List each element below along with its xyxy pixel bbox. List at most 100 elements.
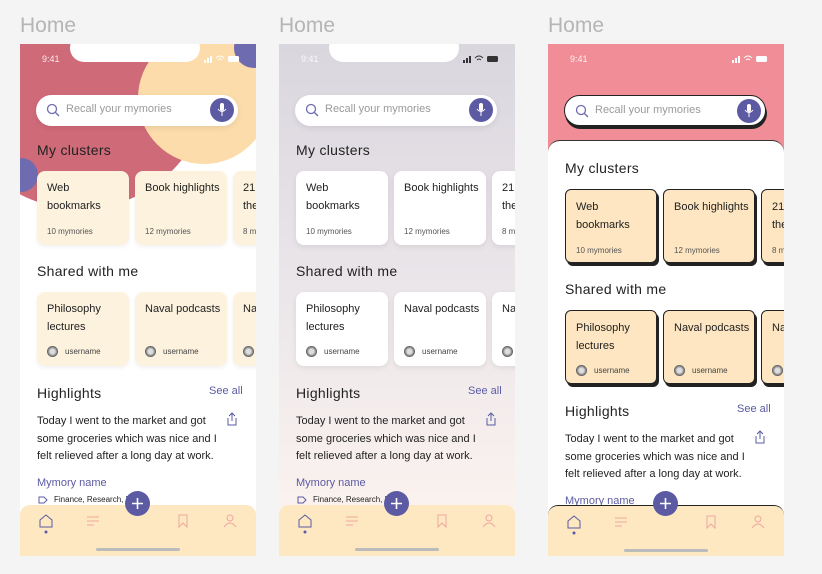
card-title: Web bookmarks	[306, 182, 360, 212]
search-placeholder: Recall your mymories	[325, 103, 431, 115]
cluster-card[interactable]: Web bookmarks 10 mymories	[565, 189, 657, 263]
cluster-card[interactable]: Web bookmarks 10 mymories	[37, 171, 129, 245]
section-title: My clusters	[37, 142, 112, 158]
mic-icon	[744, 104, 754, 117]
plus-icon	[660, 498, 671, 509]
section-title: Shared with me	[565, 281, 667, 297]
section-title: Highlights	[565, 403, 630, 419]
card-title: Philosophy lectures	[47, 303, 101, 333]
card-title: Book highlights	[674, 201, 749, 213]
plus-icon	[132, 498, 143, 509]
see-all-link[interactable]: See all	[468, 385, 502, 397]
mymory-name[interactable]: Mymory name	[565, 495, 635, 507]
card-title: 21 l the	[243, 182, 256, 212]
notch	[329, 44, 459, 62]
shared-card[interactable]: Philosophy lectures username	[565, 310, 657, 384]
mic-button[interactable]	[469, 98, 493, 122]
card-title: Nav	[772, 322, 784, 334]
shared-card[interactable]: Naval podcasts username	[135, 292, 227, 366]
search-icon	[575, 104, 589, 118]
mymory-name[interactable]: Mymory name	[296, 477, 366, 489]
highlight-text: Today I went to the market and got some …	[37, 415, 217, 462]
home-indicator	[355, 548, 439, 551]
card-count: 12 mymories	[145, 227, 191, 236]
notch	[70, 44, 200, 62]
card-title: Naval podcasts	[145, 303, 221, 315]
shared-card[interactable]: Naval podcasts username	[394, 292, 486, 366]
search-bar[interactable]: Recall your mymories	[295, 95, 497, 126]
search-bar[interactable]: Recall your mymories	[564, 95, 766, 126]
card-count: 8 my	[502, 227, 515, 236]
nav-bookmark[interactable]	[177, 514, 189, 528]
cluster-card[interactable]: Book highlights 12 mymories	[135, 171, 227, 245]
add-button[interactable]	[125, 491, 150, 516]
card-title: Web bookmarks	[576, 201, 630, 231]
username: username	[422, 347, 458, 356]
card-title: Book highlights	[145, 182, 220, 194]
nav-home[interactable]	[298, 514, 312, 534]
status-icons	[463, 55, 498, 63]
share-icon[interactable]	[485, 412, 497, 426]
mymory-name[interactable]: Mymory name	[37, 477, 107, 489]
avatar	[404, 346, 415, 357]
cluster-card[interactable]: 21 l the 8 my	[492, 171, 515, 245]
shared-card[interactable]: Naval podcasts username	[663, 310, 755, 384]
card-title: 21 l the	[502, 182, 515, 212]
see-all-link[interactable]: See all	[209, 385, 243, 397]
username: username	[692, 366, 728, 375]
avatar	[243, 346, 254, 357]
cluster-card[interactable]: 21 l the 8 my	[233, 171, 256, 245]
cluster-card[interactable]: Book highlights 12 mymories	[394, 171, 486, 245]
shared-card[interactable]: Philosophy lectures username	[296, 292, 388, 366]
cluster-card[interactable]: 21 l the 8 my	[761, 189, 784, 263]
shared-card[interactable]: Nav	[761, 310, 784, 384]
mic-button[interactable]	[737, 99, 761, 123]
share-icon[interactable]	[754, 430, 766, 444]
username: username	[594, 366, 630, 375]
shared-card[interactable]: Nav	[492, 292, 515, 366]
shared-card[interactable]: Philosophy lectures username	[37, 292, 129, 366]
nav-bookmark[interactable]	[705, 515, 717, 529]
nav-bookmark[interactable]	[436, 514, 448, 528]
cluster-card[interactable]: Web bookmarks 10 mymories	[296, 171, 388, 245]
phone: 9:41 Recall your mymories My clusters Web b…	[548, 44, 784, 556]
mic-button[interactable]	[210, 98, 234, 122]
tag-icon	[38, 496, 48, 504]
card-count: 10 mymories	[306, 227, 352, 236]
section-title: Shared with me	[296, 263, 398, 279]
nav-home[interactable]	[567, 515, 581, 535]
avatar	[674, 365, 685, 376]
card-title: Naval podcasts	[404, 303, 480, 315]
shared-card[interactable]: Nav	[233, 292, 256, 366]
cluster-card[interactable]: Book highlights 12 mymories	[663, 189, 755, 263]
screen-label: Home	[548, 14, 605, 37]
avatar	[47, 346, 58, 357]
mic-icon	[217, 103, 227, 116]
card-count: 10 mymories	[576, 246, 622, 255]
card-count: 8 my	[243, 227, 256, 236]
avatar	[145, 346, 156, 357]
add-button[interactable]	[384, 491, 409, 516]
bottom-nav	[20, 505, 256, 556]
status-icons	[732, 55, 767, 63]
username: username	[65, 347, 101, 356]
nav-list[interactable]	[345, 515, 359, 527]
card-count: 10 mymories	[47, 227, 93, 236]
card-title: Philosophy lectures	[576, 322, 630, 352]
nav-profile[interactable]	[751, 515, 765, 529]
nav-profile[interactable]	[223, 514, 237, 528]
phone: 9:41 Recall your mymories My clusters Web b…	[279, 44, 515, 556]
nav-profile[interactable]	[482, 514, 496, 528]
search-bar[interactable]: Recall your mymories	[36, 95, 238, 126]
see-all-link[interactable]: See all	[737, 403, 771, 415]
card-title: Web bookmarks	[47, 182, 101, 212]
nav-list[interactable]	[86, 515, 100, 527]
nav-home[interactable]	[39, 514, 53, 534]
tags: Finance, Research, N	[313, 495, 391, 504]
add-button[interactable]	[653, 491, 678, 516]
avatar	[772, 365, 783, 376]
nav-list[interactable]	[614, 516, 628, 528]
share-icon[interactable]	[226, 412, 238, 426]
mic-icon	[476, 103, 486, 116]
